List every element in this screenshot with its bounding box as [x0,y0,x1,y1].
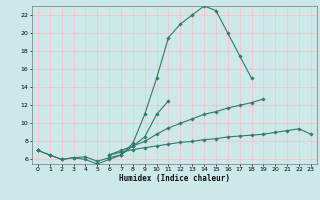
X-axis label: Humidex (Indice chaleur): Humidex (Indice chaleur) [119,174,230,183]
